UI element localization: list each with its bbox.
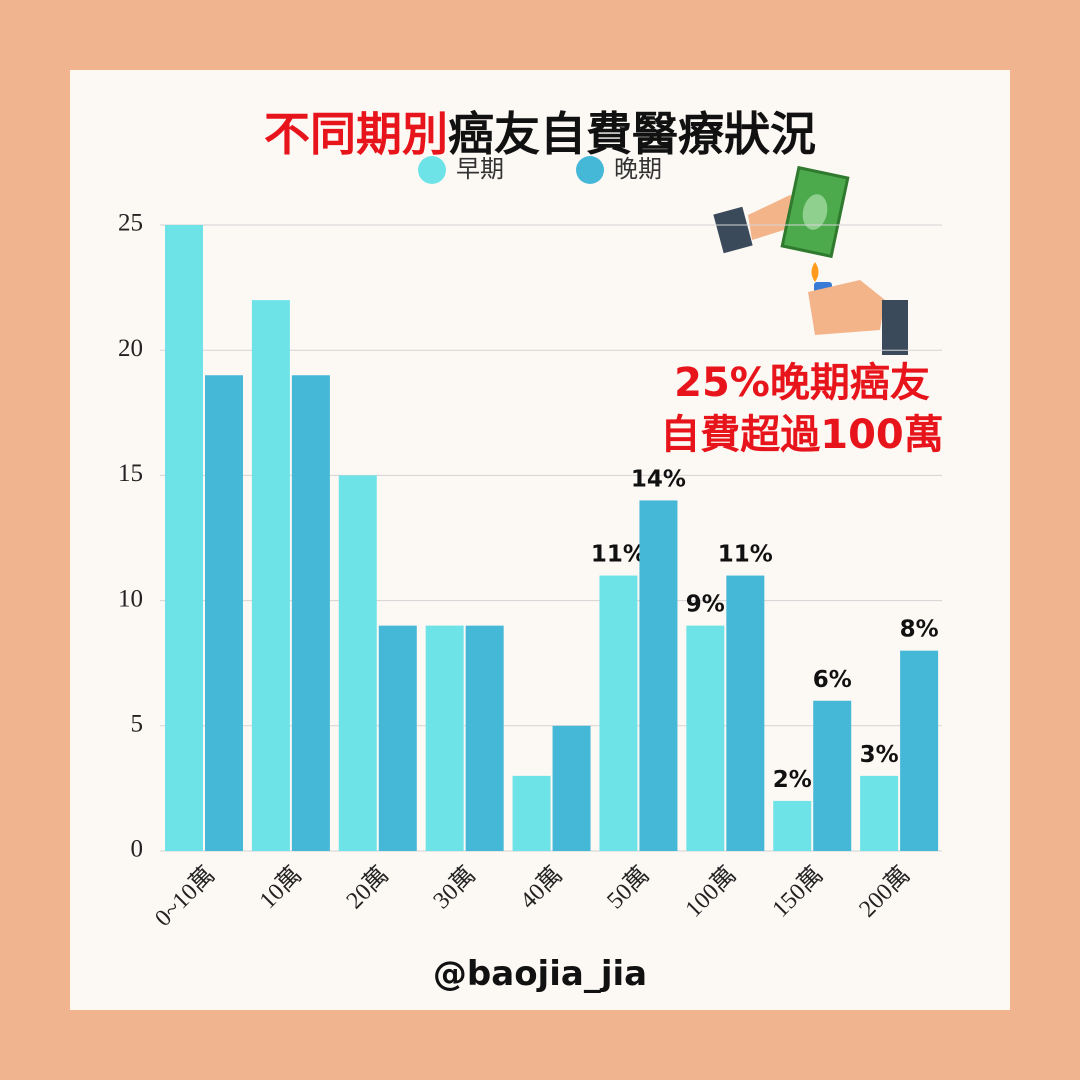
value-label: 11%	[718, 542, 773, 568]
title-rest: 癌友自費醫療狀況	[448, 107, 816, 161]
legend-swatch	[576, 156, 604, 184]
annotation: 25%晚期癌友	[674, 360, 930, 406]
y-tick-label: 0	[131, 836, 144, 863]
bar	[338, 475, 377, 851]
bar	[425, 625, 464, 851]
bar	[813, 700, 852, 851]
legend-label: 晚期	[614, 155, 662, 183]
value-label: 9%	[686, 592, 725, 618]
bar	[512, 775, 551, 851]
footer: @baojia_jia	[433, 954, 647, 994]
bar	[860, 775, 899, 851]
y-tick-label: 15	[118, 460, 143, 487]
value-label: 2%	[773, 767, 812, 793]
legend-swatch	[418, 156, 446, 184]
value-label: 6%	[813, 667, 852, 693]
bar	[599, 575, 638, 851]
y-tick-label: 10	[118, 585, 143, 612]
legend-label: 早期	[456, 155, 504, 183]
bar	[686, 625, 725, 851]
title-highlight: 不同期別	[264, 107, 448, 161]
value-label: 3%	[860, 742, 899, 768]
bar	[251, 300, 290, 851]
bar	[378, 625, 417, 851]
value-label: 11%	[591, 542, 646, 568]
y-tick-label: 5	[131, 711, 144, 738]
bar	[726, 575, 765, 851]
bar	[165, 225, 203, 851]
bar	[291, 375, 330, 851]
y-tick-label: 20	[118, 335, 143, 362]
bar	[900, 650, 939, 851]
value-label: 14%	[631, 466, 686, 492]
chart-title: 不同期別癌友自費醫療狀況	[264, 107, 816, 161]
bar	[639, 500, 678, 851]
annotation: 自費超過100萬	[660, 412, 944, 458]
bar	[552, 725, 591, 851]
bar	[465, 625, 504, 851]
bar	[773, 800, 812, 851]
y-tick-label: 25	[118, 210, 143, 237]
value-label: 8%	[900, 617, 939, 643]
bar	[205, 375, 243, 851]
illustration	[713, 165, 908, 355]
